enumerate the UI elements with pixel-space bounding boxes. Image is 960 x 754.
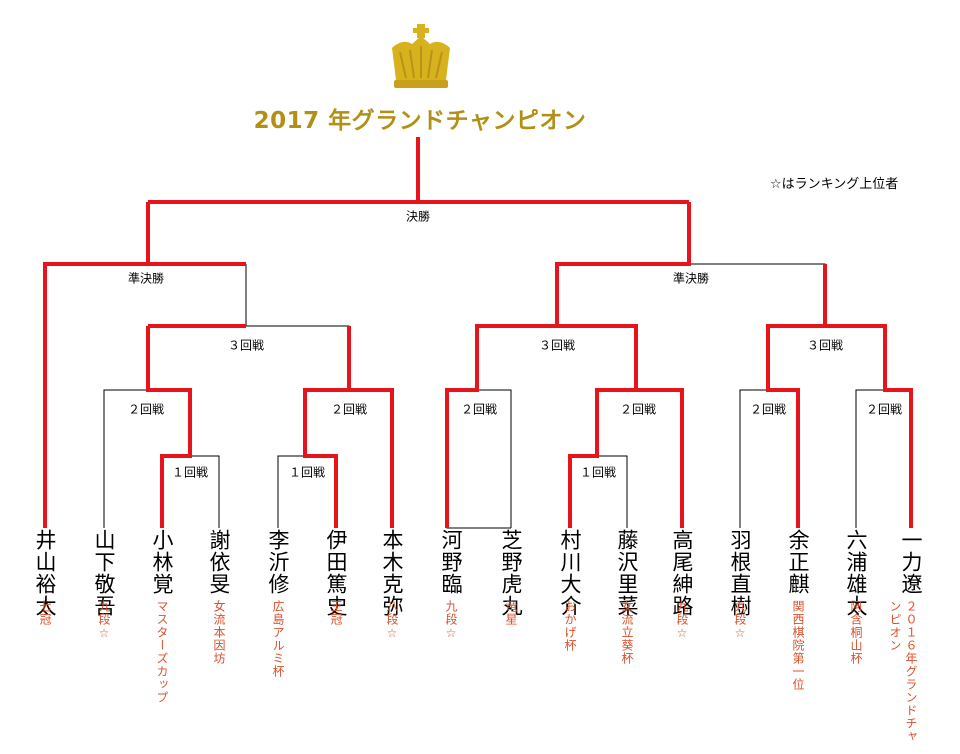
ranking-note: ☆はランキング上位者 [770, 177, 899, 192]
player-name: 井山裕太 [33, 529, 57, 617]
player-name: 本木克弥 [380, 529, 404, 617]
player-title: 九段☆ [97, 600, 111, 641]
round-label-semi-right: 準決勝 [670, 269, 712, 287]
round-label-semi-left: 準決勝 [125, 269, 167, 287]
player-title: 関西棋院第一位 [791, 600, 805, 691]
player-title: 女流立葵杯 [620, 600, 634, 665]
player-name: 伊田篤史 [324, 529, 348, 617]
round-label-r3: ３回戦 [536, 336, 578, 354]
player-name: 山下敬吾 [92, 529, 116, 617]
round-label-r3: ３回戦 [225, 336, 267, 354]
round-label-r1: １回戦 [577, 463, 619, 481]
round-label-final: 決勝 [403, 207, 433, 225]
round-label-r1: １回戦 [169, 463, 211, 481]
crown-icon [392, 24, 450, 88]
round-label-r2: ２回戦 [747, 400, 789, 418]
player-title: おかげ杯 [563, 600, 577, 652]
player-name: 高尾紳路 [670, 529, 694, 617]
round-label-r2: ２回戦 [328, 400, 370, 418]
player-title: 広島アルミ杯 [271, 600, 285, 678]
player-title: 王冠 [329, 600, 343, 626]
page-title: 2017 年グランドチャンピオン [253, 108, 587, 134]
player-name: 六浦雄太 [844, 529, 868, 617]
player-title: ２０１６年グランドチャンピオン [888, 600, 918, 743]
player-title: 阿含桐山杯 [849, 600, 863, 665]
player-name: 余正麒 [786, 529, 810, 595]
player-title: マスターズカップ [155, 600, 169, 704]
player-title: 九段☆ [675, 600, 689, 641]
player-title: 八段☆ [385, 600, 399, 641]
winner-path-lines [43, 137, 913, 528]
player-title: 竜星 [504, 600, 518, 626]
player-name: 一力遼 [899, 529, 923, 595]
player-title: 九段☆ [733, 600, 747, 641]
player-title: 七冠 [38, 600, 52, 626]
player-name: 村川大介 [558, 529, 582, 617]
player-name: 李沂修 [266, 529, 290, 595]
player-title: 女流本因坊 [212, 600, 226, 665]
round-label-r2: ２回戦 [617, 400, 659, 418]
player-name: 藤沢里菜 [615, 529, 639, 617]
round-label-r1: １回戦 [286, 463, 328, 481]
player-name: 謝依旻 [207, 529, 231, 595]
round-label-r2: ２回戦 [125, 400, 167, 418]
round-label-r3: ３回戦 [804, 336, 846, 354]
player-name: 小林覚 [150, 529, 174, 595]
round-label-r2: ２回戦 [863, 400, 905, 418]
player-title: 九段☆ [444, 600, 458, 641]
player-name: 河野臨 [439, 529, 463, 595]
round-label-r2: ２回戦 [458, 400, 500, 418]
player-name: 羽根直樹 [728, 529, 752, 617]
player-name: 芝野虎丸 [499, 529, 523, 617]
